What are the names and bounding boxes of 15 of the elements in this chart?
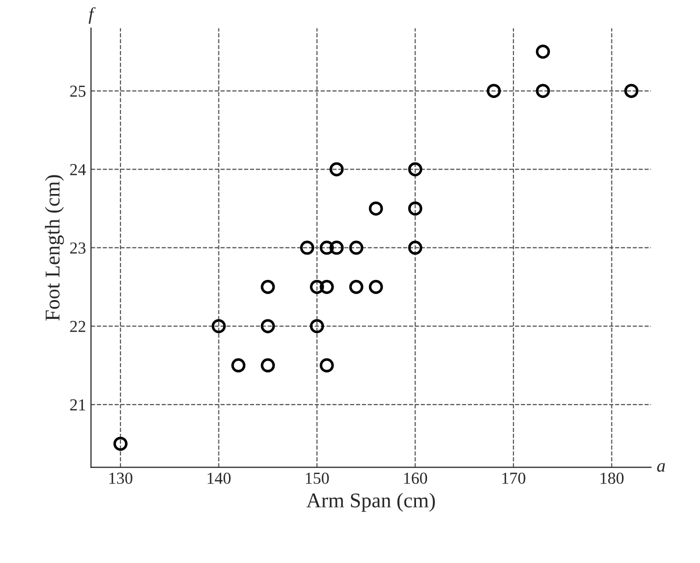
x-tick-label: 170 (502, 472, 526, 484)
x-axis-title: Arm Span (cm) (306, 492, 435, 512)
y-tick-label: 24 (70, 164, 86, 176)
x-tick-label: 130 (109, 472, 132, 484)
text: a (657, 463, 665, 472)
y-tick-label: 23 (70, 242, 86, 254)
y-tick-label: 22 (70, 320, 86, 332)
x-tick-label: 160 (404, 472, 428, 484)
y-tick-label: 25 (70, 86, 86, 97)
y-tick-label: 21 (70, 399, 86, 410)
x-tick-label: 150 (306, 472, 329, 484)
y-axis-title: Foot Length (cm) (44, 175, 64, 321)
x-tick-label: 180 (600, 472, 624, 484)
x-tick-label: 140 (208, 472, 231, 484)
text: f (88, 7, 96, 24)
